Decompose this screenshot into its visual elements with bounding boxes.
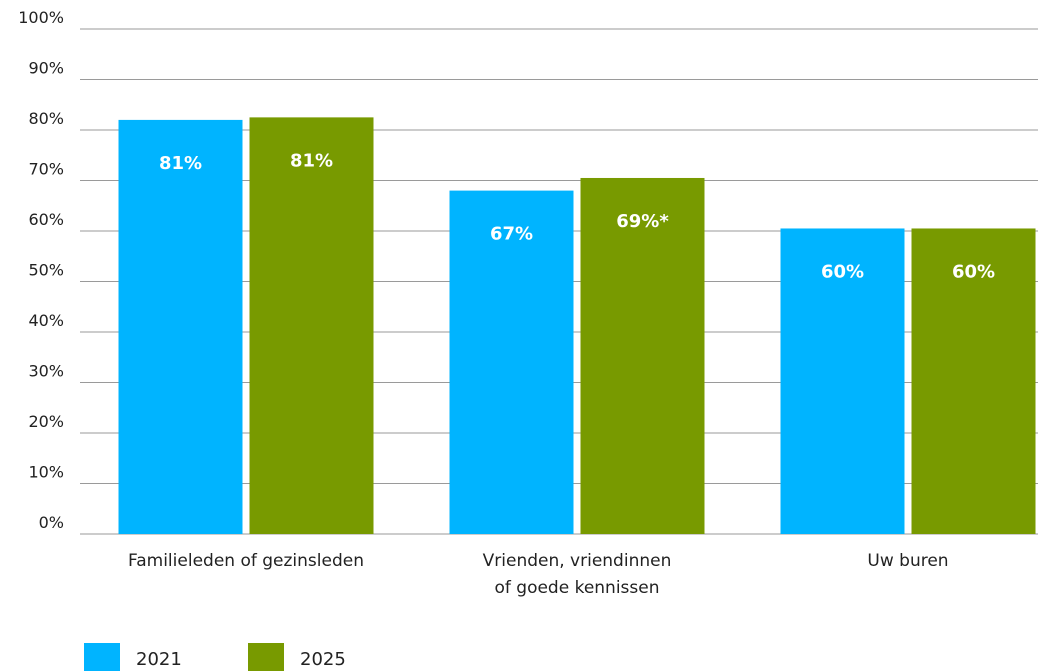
- category-label: Uw buren: [867, 551, 948, 571]
- y-tick-label: 60%: [28, 210, 64, 229]
- data-label: 69%*: [616, 211, 669, 232]
- legend-label: 2025: [300, 649, 346, 670]
- bar: [449, 190, 574, 534]
- category-label: Familieleden of gezinsleden: [128, 551, 364, 571]
- data-label: 60%: [952, 261, 995, 282]
- bar: [249, 117, 374, 534]
- x-axis: Familieleden of gezinsleden Vrienden, vri…: [128, 551, 949, 598]
- category-label: Vrienden, vriendinnen: [483, 551, 672, 571]
- legend: 2021 2025: [84, 643, 346, 671]
- y-tick-label: 40%: [28, 311, 64, 330]
- y-tick-label: 20%: [28, 412, 64, 431]
- data-label: 81%: [290, 150, 333, 171]
- data-label: 81%: [159, 153, 202, 174]
- legend-label: 2021: [136, 649, 182, 670]
- bar: [780, 228, 905, 534]
- category-label: of goede kennissen: [494, 578, 659, 598]
- data-label: 67%: [490, 224, 533, 245]
- bar: [118, 119, 243, 535]
- y-tick-label: 30%: [28, 362, 64, 381]
- y-tick-label: 0%: [39, 513, 64, 532]
- legend-swatch: [248, 643, 284, 671]
- y-tick-label: 70%: [28, 160, 64, 179]
- y-tick-label: 80%: [28, 109, 64, 128]
- y-tick-label: 100%: [18, 8, 64, 27]
- legend-swatch: [84, 643, 120, 671]
- y-tick-label: 90%: [28, 59, 64, 78]
- bar: [580, 177, 705, 534]
- y-tick-label: 10%: [28, 463, 64, 482]
- data-label: 60%: [821, 261, 864, 282]
- bars: 81% 67% 60% 81% 69%* 60%: [118, 117, 1036, 535]
- bar: [911, 228, 1036, 534]
- y-tick-label: 50%: [28, 261, 64, 280]
- y-axis: 0% 10% 20% 30% 40% 50% 60% 70% 80% 90% 100%: [18, 8, 64, 532]
